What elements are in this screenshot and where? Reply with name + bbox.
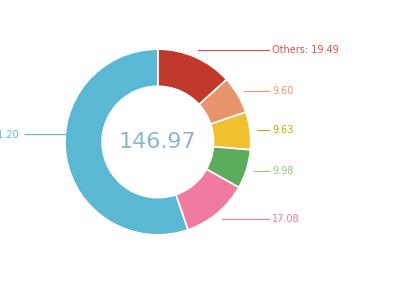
Text: 146.97: 146.97 (119, 132, 196, 152)
Text: 9.98: 9.98 (271, 166, 293, 176)
Wedge shape (198, 80, 245, 124)
Text: 9.63: 9.63 (271, 125, 293, 135)
Wedge shape (206, 147, 250, 187)
Wedge shape (210, 112, 250, 150)
Text: 17.08: 17.08 (271, 214, 299, 224)
Text: 9.60: 9.60 (271, 86, 293, 96)
Text: 81.20: 81.20 (0, 130, 18, 139)
Wedge shape (65, 49, 187, 235)
Wedge shape (158, 49, 226, 105)
Text: Others: 19.49: Others: 19.49 (271, 45, 338, 55)
Wedge shape (176, 169, 238, 230)
